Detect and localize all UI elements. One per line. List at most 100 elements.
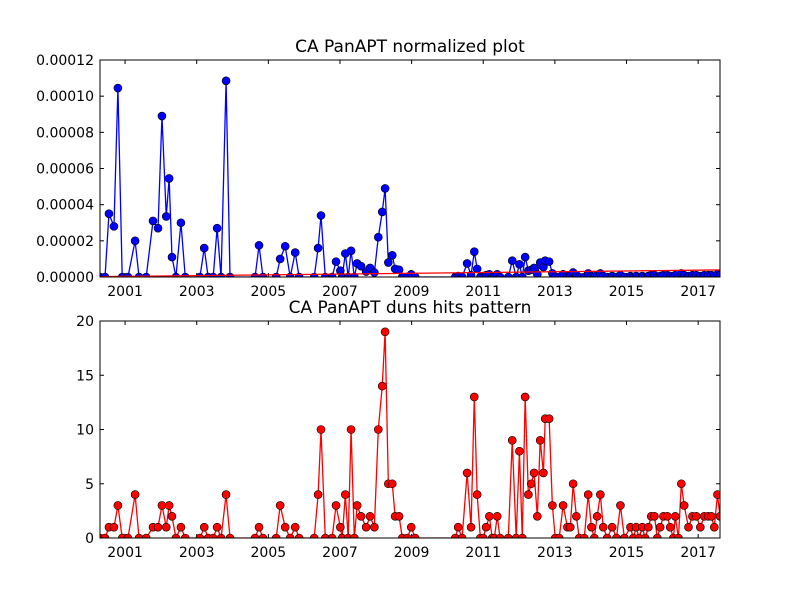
- data-point: [113, 83, 123, 93]
- x-tick-label: 2001: [107, 284, 143, 300]
- data-point: [148, 216, 158, 226]
- data-line: [100, 331, 720, 538]
- data-point: [558, 501, 568, 510]
- data-point: [655, 522, 665, 532]
- y-tick-label: 0: [85, 531, 94, 547]
- x-tick-label: 2007: [322, 284, 358, 300]
- data-point: [457, 533, 467, 538]
- data-point: [692, 511, 701, 521]
- x-tick-label: 2005: [251, 284, 287, 300]
- data-point: [361, 522, 371, 532]
- data-point: [141, 533, 151, 538]
- y-tick-label: 0.00012: [36, 53, 94, 69]
- data-point: [644, 522, 653, 532]
- x-tick-label: 2015: [609, 284, 645, 300]
- data-point: [100, 533, 110, 538]
- plot-area: [100, 327, 720, 538]
- data-point: [134, 533, 144, 538]
- data-point: [481, 522, 491, 532]
- x-tick-label: 2017: [680, 284, 716, 300]
- data-point: [665, 522, 675, 532]
- data-point: [462, 259, 472, 268]
- x-tick-label: 2003: [179, 284, 215, 300]
- data-point: [596, 490, 605, 499]
- data-point: [356, 261, 366, 271]
- data-point: [478, 533, 488, 538]
- data-point: [280, 522, 290, 532]
- data-point: [374, 425, 383, 434]
- data-point: [709, 522, 719, 532]
- plot-area: [100, 76, 720, 277]
- y-tick-label: 0.00008: [36, 125, 94, 141]
- data-point: [199, 522, 209, 532]
- x-tick-label: 2011: [465, 284, 501, 300]
- data-point: [161, 522, 171, 532]
- data-point: [161, 212, 171, 221]
- data-point: [607, 522, 617, 532]
- data-point: [290, 522, 300, 532]
- data-point: [254, 241, 264, 250]
- data-point: [254, 522, 264, 532]
- data-point: [548, 501, 557, 510]
- x-tick-label: 2009: [394, 284, 430, 300]
- data-point: [495, 533, 505, 538]
- data-point: [602, 533, 612, 538]
- data-point: [587, 522, 596, 532]
- data-point: [453, 522, 463, 532]
- data-point: [374, 232, 383, 242]
- data-point: [208, 533, 218, 538]
- data-point: [387, 479, 397, 489]
- data-point: [495, 272, 505, 277]
- data-point: [707, 511, 716, 521]
- data-point: [356, 511, 366, 521]
- data-point: [696, 522, 705, 532]
- data-point: [327, 533, 337, 538]
- data-point: [539, 468, 548, 478]
- data-point: [403, 533, 412, 538]
- data-point: [280, 241, 290, 251]
- data-point: [663, 511, 672, 521]
- data-point: [320, 533, 330, 538]
- data-point: [380, 327, 390, 337]
- y-tick-label: 0.00002: [36, 234, 94, 250]
- data-point: [515, 446, 524, 456]
- data-point: [517, 533, 527, 538]
- data-point: [517, 272, 527, 277]
- data-point: [275, 501, 285, 510]
- data-point: [171, 533, 181, 538]
- y-tick-label: 5: [85, 477, 94, 493]
- data-point: [157, 111, 167, 121]
- data-point: [313, 490, 323, 499]
- data-point: [674, 533, 683, 538]
- data-point: [469, 247, 479, 256]
- data-point: [472, 264, 482, 274]
- data-point: [616, 501, 625, 510]
- data-point: [331, 257, 341, 266]
- data-point: [176, 218, 186, 228]
- data-point: [109, 222, 119, 231]
- data-point: [568, 479, 578, 489]
- data-point: [472, 490, 482, 499]
- data-point: [164, 174, 174, 183]
- data-point: [394, 511, 404, 521]
- y-tick-label: 10: [76, 423, 94, 439]
- data-point: [410, 533, 420, 538]
- data-point: [640, 533, 650, 538]
- data-point: [313, 243, 323, 253]
- y-tick-label: 20: [76, 314, 94, 330]
- data-point: [167, 511, 177, 521]
- data-point: [167, 252, 177, 262]
- data-point: [406, 522, 416, 532]
- data-point: [554, 533, 564, 538]
- data-point: [715, 512, 720, 521]
- x-tick-label: 2007: [322, 545, 358, 561]
- x-tick-label: 2001: [107, 545, 143, 561]
- data-point: [526, 479, 536, 489]
- data-point: [515, 260, 524, 269]
- data-point: [123, 533, 133, 538]
- data-point: [451, 533, 460, 538]
- x-tick-label: 2013: [537, 284, 573, 300]
- x-tick-label: 2015: [609, 545, 645, 561]
- data-point: [387, 251, 397, 260]
